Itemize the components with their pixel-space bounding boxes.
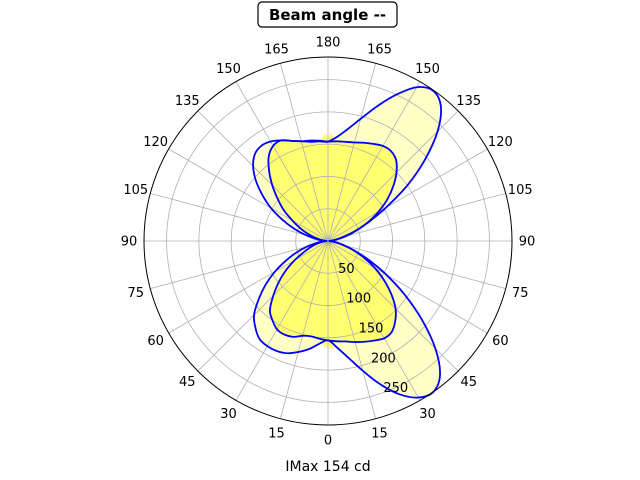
radial-tick-label: 100 xyxy=(346,292,371,307)
lobe-fill-c0-c180-top-left xyxy=(268,133,329,249)
angular-gridline xyxy=(150,192,329,242)
angle-tick-label: 45 xyxy=(179,375,196,390)
angle-tick-label: 135 xyxy=(175,94,200,109)
chart-title: Beam angle -- xyxy=(269,6,386,24)
angle-tick-label: 150 xyxy=(216,62,241,77)
angular-gridline xyxy=(327,240,506,290)
lobe-fill-c0-c180-top-right xyxy=(327,134,397,249)
angle-tick-labels: 180 1651501351201059075604530150153045607… xyxy=(121,36,536,449)
angle-tick-label: 60 xyxy=(492,334,509,349)
angular-gridline xyxy=(197,110,329,242)
angular-gridline xyxy=(150,240,329,290)
angle-tick-label: 15 xyxy=(268,427,285,442)
lobe-fill-c0-c180-bottom-right xyxy=(327,233,396,349)
angle-tick-label: 90 xyxy=(519,235,536,250)
fill-layer xyxy=(253,87,442,398)
angle-tick-label: 120 xyxy=(488,135,513,150)
angular-gridline xyxy=(327,148,488,242)
angular-gridline xyxy=(327,240,421,401)
angle-tick-label: 105 xyxy=(508,183,533,198)
radial-tick-label: 150 xyxy=(359,321,384,336)
radial-tick-label: 50 xyxy=(338,262,355,277)
x-axis-label: IMax 154 cd xyxy=(285,459,370,475)
angle-tick-label: 165 xyxy=(264,42,289,57)
angular-gridline xyxy=(327,240,377,419)
angular-gridline xyxy=(235,240,329,401)
angle-tick-label: 15 xyxy=(371,427,388,442)
angle-tick-label: 60 xyxy=(147,334,164,349)
chart-title-box: Beam angle -- xyxy=(257,1,398,28)
polar-frame xyxy=(143,56,513,426)
angle-tick-label: 180 xyxy=(316,36,341,51)
angle-tick-label: 165 xyxy=(367,42,392,57)
curve-layer xyxy=(252,86,442,399)
angle-tick-label: 30 xyxy=(220,407,237,422)
radial-tick-label: 250 xyxy=(383,381,408,396)
angular-gridline xyxy=(327,240,488,334)
angle-tick-label: 0 xyxy=(324,434,332,449)
intensity-curve-c90-c270 xyxy=(252,86,442,399)
angular-gridline xyxy=(168,240,329,334)
angular-gridline xyxy=(327,81,421,242)
angular-gridline xyxy=(279,240,329,419)
angle-tick-label: 120 xyxy=(143,135,168,150)
angle-tick-label: 150 xyxy=(415,62,440,77)
angle-tick-label: 105 xyxy=(123,183,148,198)
angular-gridline xyxy=(197,240,329,372)
angle-tick-label: 90 xyxy=(121,235,138,250)
angle-tick-label: 45 xyxy=(460,375,477,390)
angle-tick-label: 75 xyxy=(512,286,529,301)
angular-gridline xyxy=(235,81,329,242)
angular-gridline xyxy=(327,192,506,242)
radial-tick-labels: 50 100 150 200 250 xyxy=(338,262,408,396)
angular-gridline xyxy=(279,63,329,242)
radial-tick-label: 200 xyxy=(371,351,396,366)
grid-layer xyxy=(144,57,512,425)
angular-gridline xyxy=(327,63,377,242)
chart-title-frame xyxy=(257,1,398,28)
angle-tick-label: 75 xyxy=(128,286,145,301)
angle-tick-label: 135 xyxy=(456,94,481,109)
angular-gridline xyxy=(168,148,329,242)
angle-tick-label: 30 xyxy=(419,407,436,422)
